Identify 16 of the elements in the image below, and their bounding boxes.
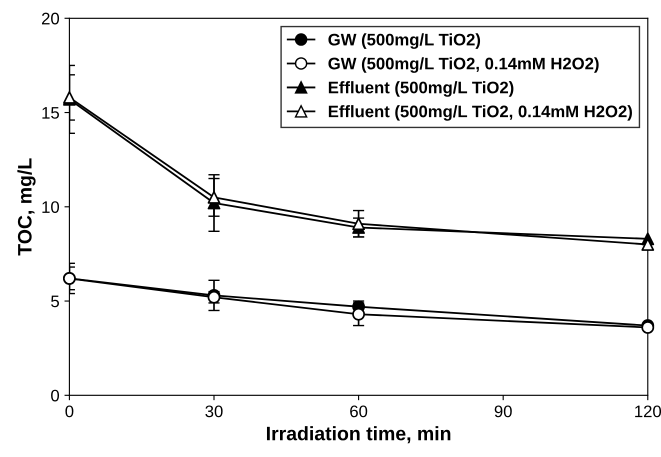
- x-tick-label: 0: [65, 405, 74, 418]
- y-tick-label: 15: [42, 107, 59, 119]
- y-tick-label: 5: [51, 296, 59, 308]
- y-tick-label: 20: [42, 12, 60, 24]
- y-tick-label: 0: [51, 390, 60, 402]
- y-tick-label: 10: [42, 201, 60, 213]
- x-tick-label: 60: [350, 405, 368, 418]
- legend-label: Effluent (500mg/L TiO2, 0.14mM H2O2): [328, 105, 632, 121]
- x-axis-title: Irradiation time, min: [266, 426, 450, 444]
- x-tick-label: 30: [205, 405, 223, 418]
- x-tick-label: 90: [494, 405, 512, 418]
- legend-label: Effluent (500mg/L TiO2): [328, 81, 514, 97]
- x-tick-label: 120: [635, 405, 661, 418]
- y-axis-title: TOC, mg/L: [17, 158, 36, 256]
- legend-label: GW (500mg/L TiO2, 0.14mM H2O2): [328, 57, 599, 73]
- legend-label: GW (500mg/L TiO2): [328, 33, 480, 49]
